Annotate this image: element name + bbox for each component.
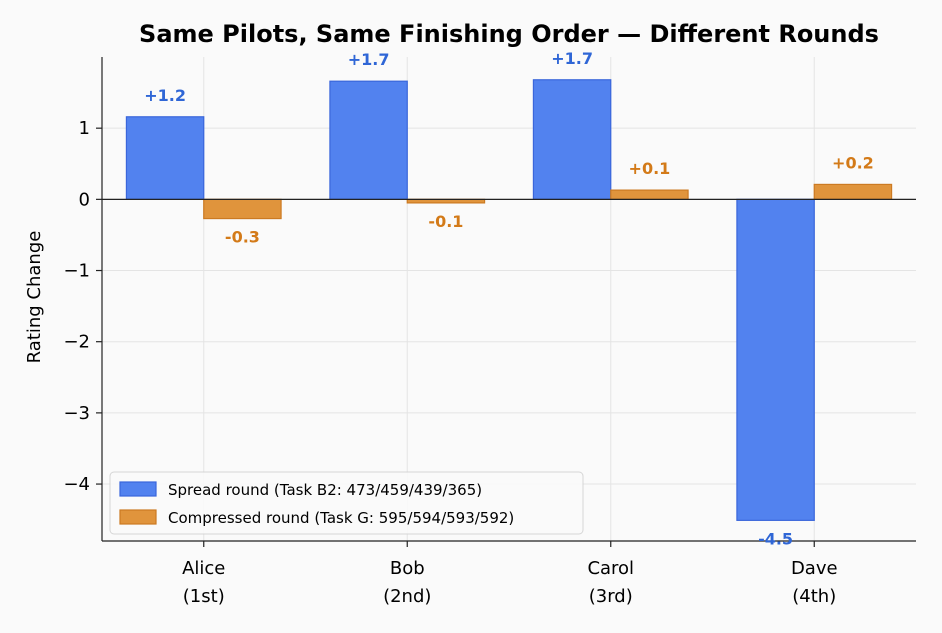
chart-title: Same Pilots, Same Finishing Order — Diff… bbox=[139, 20, 879, 48]
x-tick-label: (4th) bbox=[792, 586, 836, 607]
data-label-series-1: -4.5 bbox=[758, 529, 793, 548]
bar-series-1 bbox=[532, 79, 612, 200]
y-tick-label: 1 bbox=[79, 118, 90, 139]
x-tick-label: Dave bbox=[791, 558, 838, 579]
bar-series-1 bbox=[125, 116, 205, 200]
legend-swatch-series-2 bbox=[119, 509, 157, 525]
data-label-series-2: -0.3 bbox=[225, 228, 260, 247]
y-tick-label: −3 bbox=[63, 403, 90, 424]
data-label-series-2: -0.1 bbox=[428, 212, 463, 231]
y-axis-label: Rating Change bbox=[24, 231, 45, 364]
axes: 1 0 −1 −2 −3 −4 Alice (1st) Bob (2nd) Carol (3rd) Da… bbox=[63, 57, 916, 607]
x-tick-label: Bob bbox=[390, 558, 425, 579]
data-label-series-2: +0.1 bbox=[629, 159, 671, 178]
y-tick-label: −4 bbox=[63, 474, 90, 495]
x-tick-label: Alice bbox=[182, 558, 225, 579]
x-tick-label: Carol bbox=[587, 558, 634, 579]
x-tick-label: (2nd) bbox=[383, 586, 431, 607]
x-tick-label: (1st) bbox=[183, 586, 225, 607]
y-tick-label: −1 bbox=[63, 261, 90, 282]
y-tick-label: 0 bbox=[79, 189, 90, 210]
bar-series-2 bbox=[610, 189, 689, 200]
legend-label-series-2: Compressed round (Task G: 595/594/593/59… bbox=[168, 509, 514, 527]
x-tick-label: (3rd) bbox=[589, 586, 633, 607]
bar-series-2 bbox=[203, 198, 282, 220]
bar-series-1 bbox=[329, 80, 408, 200]
bar-series-2 bbox=[813, 183, 893, 200]
data-label-series-1: +1.7 bbox=[348, 50, 390, 69]
legend-label-series-1: Spread round (Task B2: 473/459/439/365) bbox=[168, 481, 482, 499]
data-label-series-1: +1.7 bbox=[551, 49, 593, 68]
data-labels: +1.2 +1.7 +1.7 -4.5 -0.3 -0.1 +0.1 +0.2 bbox=[144, 49, 874, 549]
data-label-series-1: +1.2 bbox=[144, 86, 186, 105]
bar-series-1 bbox=[736, 198, 815, 521]
legend-swatch-series-1 bbox=[119, 481, 157, 497]
legend: Spread round (Task B2: 473/459/439/365) C… bbox=[109, 471, 584, 535]
legend-box bbox=[109, 471, 584, 535]
bars bbox=[125, 79, 893, 521]
y-tick-label: −2 bbox=[63, 332, 90, 353]
data-label-series-2: +0.2 bbox=[832, 153, 874, 172]
